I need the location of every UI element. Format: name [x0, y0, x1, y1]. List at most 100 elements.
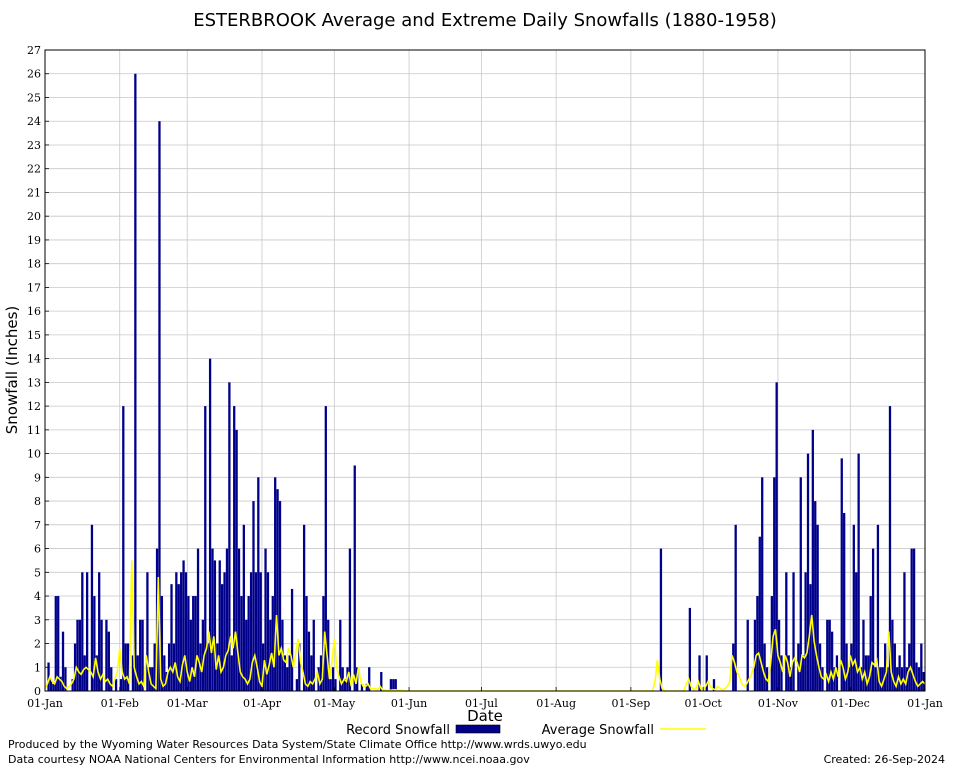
record-bar — [799, 477, 802, 691]
record-bar — [888, 406, 892, 691]
record-bar — [792, 572, 795, 691]
record-bar — [761, 477, 764, 691]
record-bar — [295, 679, 299, 691]
x-tick-label: 01-Oct — [685, 697, 723, 710]
record-bar — [71, 679, 74, 691]
record-bar — [891, 619, 894, 691]
x-tick-label: 01-Feb — [101, 697, 139, 710]
record-bar — [245, 619, 248, 691]
y-tick-label: 21 — [27, 186, 41, 199]
record-bar — [49, 679, 53, 691]
x-tick-label: 01-Apr — [243, 697, 282, 710]
record-bar — [917, 667, 921, 691]
record-bar — [139, 619, 142, 691]
legend-record-label: Record Snowfall — [346, 723, 450, 738]
record-bar — [54, 596, 57, 691]
record-bar — [163, 655, 166, 691]
record-bar — [734, 524, 737, 691]
record-bar — [659, 548, 663, 691]
y-tick-label: 14 — [27, 353, 41, 366]
record-bar — [698, 655, 701, 691]
record-bar — [257, 477, 260, 691]
record-bar — [57, 596, 60, 691]
x-axis-label: Date — [467, 707, 503, 725]
y-tick-label: 8 — [34, 495, 41, 508]
y-tick-label: 23 — [27, 139, 41, 152]
record-bar — [828, 619, 831, 691]
record-bar — [167, 643, 171, 691]
record-bar — [845, 643, 848, 691]
record-bar — [789, 667, 793, 691]
record-bar — [389, 679, 393, 691]
record-bar — [312, 619, 315, 691]
footer-created: Created: 26-Sep-2024 — [824, 753, 945, 766]
y-tick-label: 11 — [27, 424, 41, 437]
record-bar — [756, 596, 759, 691]
record-bar — [59, 676, 62, 691]
footer-courtesy: Data courtesy NOAA National Centers for … — [8, 753, 530, 766]
y-tick-label: 2 — [34, 638, 41, 651]
record-bar — [360, 683, 364, 691]
record-bar — [912, 548, 916, 691]
y-tick-label: 27 — [27, 44, 41, 57]
record-bar — [126, 643, 130, 691]
record-bar — [131, 655, 135, 691]
record-bar — [237, 548, 241, 691]
record-bar — [864, 655, 868, 691]
record-bar — [276, 489, 279, 691]
record-bar — [777, 619, 781, 691]
record-bar — [158, 121, 161, 691]
record-bar — [134, 73, 137, 692]
record-bar — [331, 667, 335, 691]
record-bar — [264, 548, 267, 691]
record-bar — [235, 429, 238, 691]
y-tick-label: 0 — [34, 685, 41, 698]
record-bar — [107, 631, 110, 691]
record-bar — [211, 548, 214, 691]
record-bar — [394, 679, 397, 691]
record-bar — [83, 655, 86, 691]
record-bar — [850, 643, 853, 691]
average-snowfall-line — [44, 560, 926, 692]
legend-record-swatch — [455, 724, 501, 734]
record-bar — [712, 679, 716, 691]
record-bar — [254, 572, 258, 691]
record-bar — [324, 406, 327, 691]
record-bar — [119, 679, 123, 691]
record-bar — [170, 584, 173, 691]
x-axis-ticks: 01-Jan 01-Feb 01-Mar 01-Apr 01-May 01-Jun 01-J… — [27, 687, 943, 710]
record-bar — [319, 655, 323, 691]
record-bar — [857, 453, 860, 691]
record-bar — [184, 572, 188, 691]
record-bar — [218, 560, 221, 691]
record-bar — [821, 667, 824, 691]
record-bar — [85, 572, 89, 691]
record-bar — [867, 655, 870, 691]
record-bar — [208, 358, 212, 691]
record-bar — [915, 662, 918, 691]
record-bar — [833, 667, 836, 691]
record-bar — [271, 596, 274, 691]
record-bar — [233, 406, 236, 691]
y-tick-label: 20 — [27, 210, 41, 223]
record-bar — [310, 655, 313, 691]
record-bar — [52, 683, 55, 691]
record-bar — [705, 655, 708, 691]
record-bar — [286, 667, 289, 691]
record-bar — [124, 643, 127, 691]
record-bar — [177, 584, 180, 691]
record-bar — [855, 572, 858, 691]
y-tick-label: 7 — [34, 519, 41, 532]
record-bar — [266, 572, 270, 691]
y-tick-label: 6 — [34, 543, 41, 556]
record-bar — [189, 619, 192, 691]
record-bar — [175, 572, 178, 691]
record-bar — [213, 560, 217, 691]
record-bar — [802, 655, 805, 691]
chart-title: ESTERBROOK Average and Extreme Daily Sno… — [193, 10, 777, 31]
record-bar — [862, 619, 865, 691]
record-bar — [830, 631, 834, 691]
record-bar — [773, 477, 776, 691]
y-tick-label: 15 — [27, 329, 41, 342]
record-bar — [182, 560, 185, 691]
